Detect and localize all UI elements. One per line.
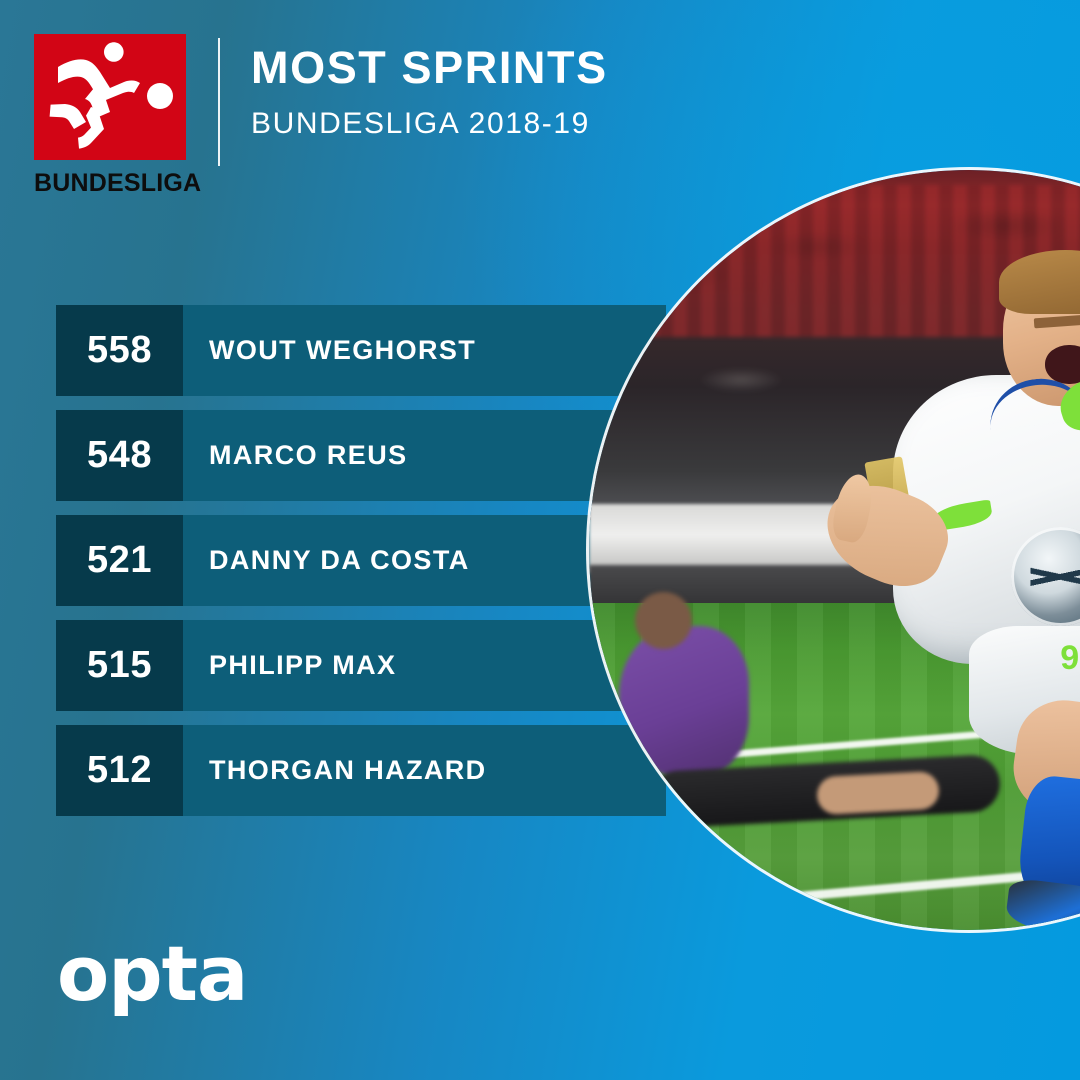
player-shirt-number: 9 <box>1060 641 1080 709</box>
photo-vignette <box>589 170 1080 930</box>
row-value-cell: 512 <box>56 725 183 816</box>
table-row: 548 MARCO REUS <box>56 410 666 501</box>
header: BUNDESLIGA MOST SPRINTS BUNDESLIGA 2018-… <box>34 34 608 198</box>
row-value: 558 <box>87 329 152 371</box>
row-name-cell: MARCO REUS <box>183 410 666 501</box>
table-row: 515 PHILIPP MAX <box>56 620 666 711</box>
row-value-cell: 515 <box>56 620 183 711</box>
table-row: 558 WOUT WEGHORST <box>56 305 666 396</box>
page-subtitle: BUNDESLIGA 2018-19 <box>251 107 590 141</box>
row-value-cell: 521 <box>56 515 183 606</box>
table-row: 512 THORGAN HAZARD <box>56 725 666 816</box>
bundesliga-wordmark: BUNDESLIGA <box>34 169 202 197</box>
row-value: 512 <box>87 749 152 791</box>
ranking-list: 558 WOUT WEGHORST 548 MARCO REUS 521 DAN… <box>56 305 666 816</box>
bundesliga-logo: BUNDESLIGA <box>34 34 202 198</box>
stadium-seats <box>589 185 1080 338</box>
row-name: DANNY DA COSTA <box>209 545 470 575</box>
row-name: PHILIPP MAX <box>209 650 397 680</box>
background-goalkeeper-head <box>634 591 692 649</box>
row-name-cell: WOUT WEGHORST <box>183 305 666 396</box>
opta-logo: opta <box>57 929 248 1018</box>
page-title: MOST SPRINTS <box>251 42 608 93</box>
row-value: 521 <box>87 539 152 581</box>
row-value-cell: 548 <box>56 410 183 501</box>
row-name-cell: PHILIPP MAX <box>183 620 666 711</box>
row-value: 515 <box>87 644 152 686</box>
header-divider <box>218 38 220 166</box>
row-value-cell: 558 <box>56 305 183 396</box>
row-name: MARCO REUS <box>209 440 408 470</box>
player-celebration-photo: 9 <box>589 170 1080 930</box>
bundesliga-logo-icon <box>34 34 186 160</box>
row-value: 548 <box>87 434 152 476</box>
row-name: WOUT WEGHORST <box>209 335 477 365</box>
row-name: THORGAN HAZARD <box>209 755 487 785</box>
table-row: 521 DANNY DA COSTA <box>56 515 666 606</box>
player-open-mouth <box>1045 344 1080 385</box>
row-name-cell: DANNY DA COSTA <box>183 515 666 606</box>
header-text: MOST SPRINTS BUNDESLIGA 2018-19 <box>251 34 608 141</box>
photo-content: 9 <box>589 170 1080 930</box>
background-goalkeeper <box>619 626 749 778</box>
row-name-cell: THORGAN HAZARD <box>183 725 666 816</box>
